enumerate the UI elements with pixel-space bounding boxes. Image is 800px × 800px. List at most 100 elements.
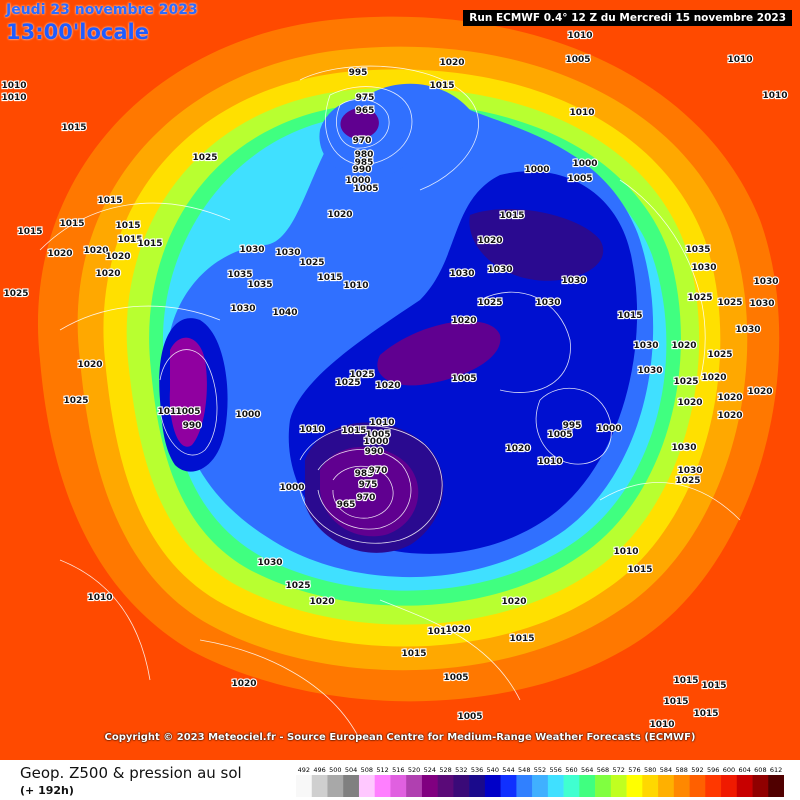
- pressure-label: 1035: [685, 245, 710, 255]
- pressure-label: 1030: [239, 245, 264, 255]
- forecast-lead-time: (+ 192h): [20, 784, 74, 797]
- pressure-label: 980: [355, 150, 374, 160]
- scale-swatch: [327, 775, 344, 797]
- pressure-label: 975: [356, 93, 375, 103]
- scale-label: 584: [660, 766, 672, 774]
- scale-swatch: [343, 775, 360, 797]
- isobar-line: [619, 179, 706, 381]
- scale-swatch: [563, 775, 580, 797]
- pressure-label: 1025: [299, 258, 324, 268]
- pressure-label: 1030: [749, 299, 774, 309]
- pressure-label: 1010: [649, 720, 674, 730]
- scale-label: 508: [361, 766, 373, 774]
- pressure-label: 1020: [375, 381, 400, 391]
- pressure-label: 1020: [677, 398, 702, 408]
- scale-swatch: [358, 775, 376, 797]
- pressure-label: 1020: [505, 444, 530, 454]
- pressure-label: 1020: [83, 246, 108, 256]
- pressure-label: 1010: [157, 407, 182, 417]
- pressure-label: 1030: [230, 304, 255, 314]
- pressure-label: 1030: [449, 269, 474, 279]
- pressure-label: 1035: [247, 280, 272, 290]
- copyright-notice: Copyright © 2023 Meteociel.fr - Source E…: [104, 732, 696, 743]
- pressure-label: 1015: [97, 196, 122, 206]
- pressure-label: 965: [356, 106, 375, 116]
- pressure-label: 1020: [747, 387, 772, 397]
- scale-swatch: [626, 775, 643, 797]
- scale-swatch: [406, 775, 423, 797]
- isobar-line: [59, 559, 151, 681]
- pressure-label: 1015: [401, 649, 426, 659]
- field-core-5: [169, 337, 207, 447]
- pressure-label: 1015: [115, 221, 140, 231]
- scale-swatch: [311, 775, 328, 797]
- scale-label: 580: [644, 766, 656, 774]
- scale-label: 504: [345, 766, 357, 774]
- pressure-label: 1040: [272, 308, 297, 318]
- pressure-label: 1025: [335, 378, 360, 388]
- pressure-label: 1020: [717, 393, 742, 403]
- pressure-label: 1010: [762, 91, 787, 101]
- scale-swatch: [516, 775, 533, 797]
- scale-label: 576: [628, 766, 640, 774]
- pressure-label: 1025: [3, 289, 28, 299]
- pressure-label: 1025: [477, 298, 502, 308]
- pressure-label: 970: [353, 136, 372, 146]
- scale-swatch: [296, 775, 313, 797]
- scale-swatch: [469, 775, 486, 797]
- pressure-label: 1025: [707, 350, 732, 360]
- pressure-label: 1025: [63, 396, 88, 406]
- pressure-label: 1035: [227, 270, 252, 280]
- pressure-label: 1010: [87, 593, 112, 603]
- pressure-label: 1005: [547, 430, 572, 440]
- pressure-label: 1015: [59, 219, 84, 229]
- field-core-6: [340, 107, 379, 139]
- pressure-label: 1015: [499, 211, 524, 221]
- pressure-label: 1015: [317, 273, 342, 283]
- pressure-label: 1015: [617, 311, 642, 321]
- geopotential-field: [0, 0, 800, 760]
- pressure-label: 1000: [363, 437, 388, 447]
- pressure-label: 1020: [477, 236, 502, 246]
- field-core-4: [469, 209, 604, 281]
- pressure-label: 1010: [369, 418, 394, 428]
- pressure-label: 1030: [257, 558, 282, 568]
- scale-swatch: [453, 775, 470, 797]
- pressure-label: 1025: [285, 581, 310, 591]
- pressure-label: 1000: [235, 410, 260, 420]
- isobar-line: [379, 599, 521, 701]
- isobar-line: [159, 349, 218, 456]
- pressure-label: 1005: [175, 407, 200, 417]
- scale-swatch: [547, 775, 564, 797]
- scale-label: 612: [770, 766, 782, 774]
- pressure-label: 995: [349, 68, 368, 78]
- pressure-label: 1030: [677, 466, 702, 476]
- scale-label: 536: [471, 766, 483, 774]
- pressure-label: 1025: [673, 377, 698, 387]
- pressure-label: 1015: [663, 697, 688, 707]
- pressure-label: 1020: [501, 597, 526, 607]
- scale-label: 512: [376, 766, 388, 774]
- pressure-label: 1000: [279, 483, 304, 493]
- scale-label: 532: [455, 766, 467, 774]
- pressure-label: 1025: [717, 298, 742, 308]
- scale-swatch: [390, 775, 407, 797]
- isobar-line: [535, 387, 612, 465]
- scale-swatch: [752, 775, 769, 797]
- pressure-label: 1010: [613, 547, 638, 557]
- scale-label: 492: [298, 766, 310, 774]
- scale-label: 604: [738, 766, 750, 774]
- pressure-label: 1030: [561, 276, 586, 286]
- isobar-line: [199, 639, 361, 741]
- pressure-label: 1020: [451, 316, 476, 326]
- pressure-label: 1030: [535, 298, 560, 308]
- scale-swatch: [689, 775, 706, 797]
- pressure-label: 1000: [572, 159, 597, 169]
- pressure-label: 1030: [735, 325, 760, 335]
- pressure-label: 1020: [701, 373, 726, 383]
- pressure-label: 1030: [671, 443, 696, 453]
- scale-swatch: [673, 775, 690, 797]
- pressure-label: 1030: [487, 265, 512, 275]
